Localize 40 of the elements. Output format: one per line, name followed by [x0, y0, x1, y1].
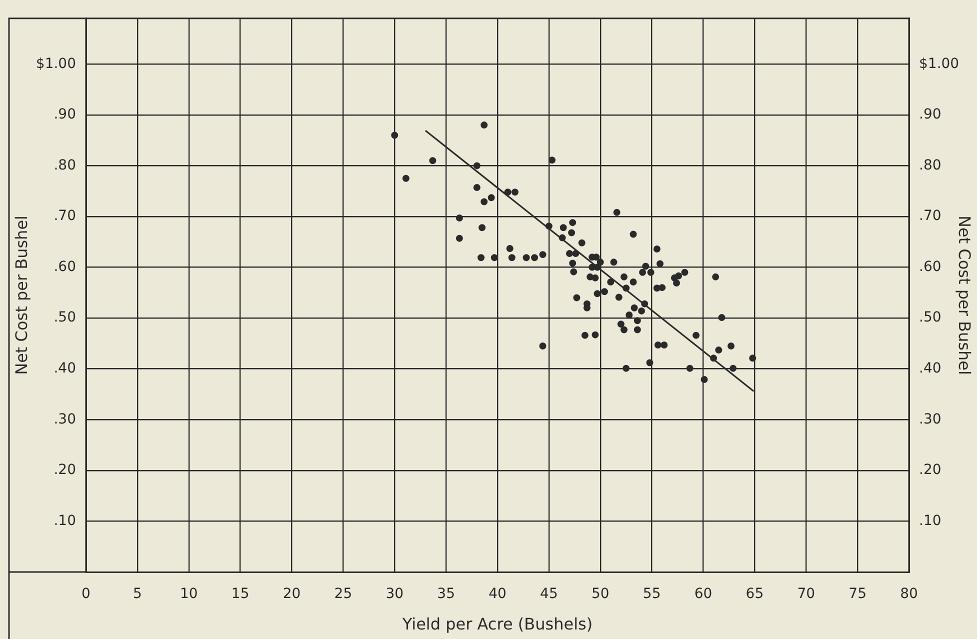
x-tick-label: 0: [82, 586, 90, 602]
y2-tick-label: .50: [919, 310, 942, 326]
x-tick-label: 60: [694, 586, 712, 602]
y2-tick-label: .20: [919, 462, 942, 478]
x-tick-label: 70: [797, 586, 816, 602]
y2-tick-label: .70: [919, 208, 942, 224]
x-tick-label: 40: [488, 586, 506, 602]
y-tick-label: $1.00: [36, 56, 76, 72]
x-tick-label: 35: [437, 586, 455, 602]
y-tick-label: .40: [54, 360, 76, 376]
y2-tick-label: .30: [919, 411, 942, 428]
y-tick-label: .10: [54, 512, 76, 529]
x-tick-label: 50: [591, 586, 610, 602]
x-tick-label: 75: [848, 586, 866, 602]
y-tick-label: .80: [54, 157, 76, 174]
y-axis-title: Net Cost per Bushel: [12, 216, 31, 375]
x-axis-title: Yield per Acre (Bushels): [401, 614, 593, 634]
x-tick-label: 30: [386, 586, 404, 602]
y2-tick-label: $1.00: [919, 56, 960, 72]
y2-tick-label: .10: [919, 512, 942, 529]
x-tick-label: 15: [231, 586, 250, 602]
y2-tick-label: .80: [919, 157, 942, 174]
x-tick-label: 20: [282, 586, 301, 602]
x-tick-label: 80: [900, 586, 918, 602]
y2-axis-title: Net Cost per Bushel: [955, 216, 974, 375]
y-tick-label: .30: [54, 411, 76, 428]
y-tick-label: .50: [54, 310, 76, 326]
y2-tick-label: .60: [919, 258, 942, 275]
x-tick-label: 10: [180, 586, 198, 602]
x-tick-label: 45: [540, 586, 558, 602]
y-tick-label: .90: [54, 106, 76, 123]
y-tick-label: .20: [54, 462, 76, 478]
x-tick-label: 65: [746, 586, 764, 602]
y-tick-label: .60: [54, 258, 76, 275]
y-tick-label: .70: [54, 208, 76, 224]
x-tick-label: 55: [642, 586, 661, 602]
x-tick-label: 5: [132, 586, 142, 602]
y2-tick-label: .90: [919, 106, 942, 123]
x-tick-label: 25: [334, 586, 352, 602]
y2-tick-label: .40: [919, 360, 942, 376]
